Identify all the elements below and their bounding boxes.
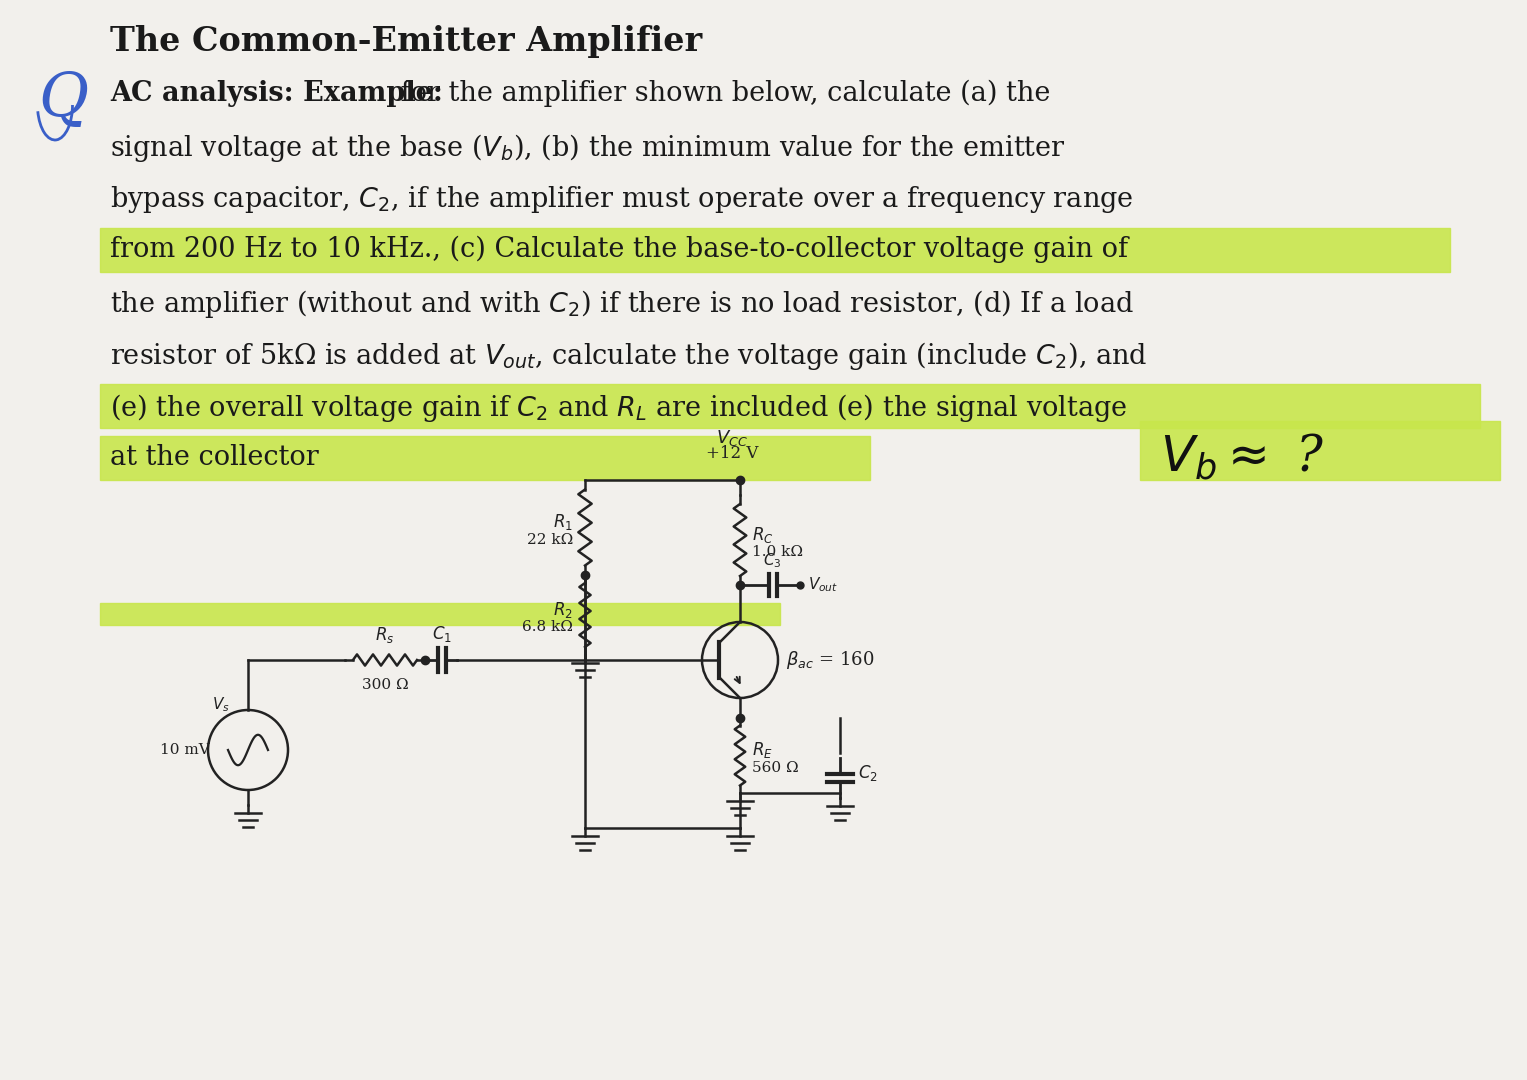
Text: 6.8 kΩ: 6.8 kΩ <box>522 620 573 634</box>
Text: resistor of 5kΩ is added at $V_{out}$, calculate the voltage gain (include $C_2$: resistor of 5kΩ is added at $V_{out}$, c… <box>110 340 1147 372</box>
Text: at the collector: at the collector <box>110 444 319 471</box>
Text: $V_s$: $V_s$ <box>212 696 231 714</box>
Text: signal voltage at the base ($V_b$), (b) the minimum value for the emitter: signal voltage at the base ($V_b$), (b) … <box>110 132 1066 164</box>
Text: $C_1$: $C_1$ <box>432 624 452 644</box>
Text: $R_1$: $R_1$ <box>553 513 573 532</box>
Text: $V_{CC}$: $V_{CC}$ <box>716 428 748 448</box>
Text: 560 Ω: 560 Ω <box>751 760 799 774</box>
Bar <box>99 384 1480 428</box>
Text: from 200 Hz to 10 kHz., (c) Calculate the base-to-collector voltage gain of: from 200 Hz to 10 kHz., (c) Calculate th… <box>110 237 1128 264</box>
Bar <box>99 228 1451 272</box>
Text: The Common-Emitter Amplifier: The Common-Emitter Amplifier <box>110 25 702 58</box>
Text: $R_E$: $R_E$ <box>751 741 773 760</box>
Text: $\beta_{ac}$ = 160: $\beta_{ac}$ = 160 <box>786 649 875 671</box>
Text: Q: Q <box>38 70 89 130</box>
Text: bypass capacitor, $C_2$, if the amplifier must operate over a frequency range: bypass capacitor, $C_2$, if the amplifie… <box>110 184 1133 215</box>
Text: $R_s$: $R_s$ <box>376 625 394 645</box>
Text: 300 Ω: 300 Ω <box>362 678 408 692</box>
Text: the amplifier (without and with $C_2$) if there is no load resistor, (d) If a lo: the amplifier (without and with $C_2$) i… <box>110 288 1135 320</box>
Bar <box>99 436 870 480</box>
Text: $R_2$: $R_2$ <box>553 600 573 620</box>
Text: (e) the overall voltage gain if $C_2$ and $R_L$ are included (e) the signal volt: (e) the overall voltage gain if $C_2$ an… <box>110 392 1127 424</box>
Text: $R_C$: $R_C$ <box>751 525 774 545</box>
Text: for the amplifier shown below, calculate (a) the: for the amplifier shown below, calculate… <box>392 80 1051 107</box>
Text: 1.0 kΩ: 1.0 kΩ <box>751 545 803 559</box>
Text: AC analysis: Example:: AC analysis: Example: <box>110 80 443 107</box>
Text: 22 kΩ: 22 kΩ <box>527 532 573 546</box>
Bar <box>1141 421 1500 480</box>
Text: $V_b \approx$ ?: $V_b \approx$ ? <box>1161 432 1324 483</box>
Text: $C_3$: $C_3$ <box>764 551 782 570</box>
Text: +12 V: +12 V <box>705 445 759 462</box>
Text: $C_2$: $C_2$ <box>858 762 878 783</box>
Bar <box>99 603 780 625</box>
Text: 10 mV: 10 mV <box>160 743 211 757</box>
Text: $V_{out}$: $V_{out}$ <box>808 576 838 594</box>
